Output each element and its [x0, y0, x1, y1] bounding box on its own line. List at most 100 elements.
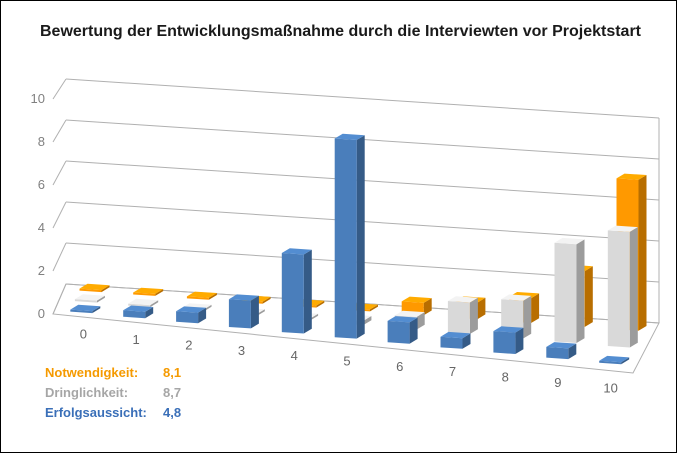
bar-notwendigkeit-1 — [133, 287, 164, 296]
bar-notwendigkeit-2 — [186, 291, 217, 300]
bar-erfolgsaussicht-9 — [546, 342, 577, 360]
bar-face — [262, 296, 271, 304]
x-tick-label: 0 — [80, 327, 87, 342]
bar-face — [198, 307, 207, 324]
bar-face — [493, 331, 516, 354]
bar-dringlichkeit-1 — [128, 298, 159, 308]
bar-face — [477, 297, 486, 320]
legend-value-notwendigkeit: 8,1 — [163, 365, 182, 380]
bar-erfolgsaussicht-2 — [176, 306, 207, 324]
bar-face — [133, 287, 164, 294]
bar-face — [363, 316, 372, 325]
y-tick-label: 0 — [38, 306, 45, 321]
bar-face — [401, 296, 432, 303]
bar-face — [155, 289, 164, 296]
x-tick-label: 6 — [396, 359, 403, 374]
bar-face — [176, 306, 207, 313]
bar-face — [447, 296, 478, 303]
bar-face — [186, 296, 209, 300]
bar-erfolgsaussicht-5 — [334, 133, 365, 339]
bar-face — [416, 312, 425, 330]
bar-face — [334, 138, 357, 339]
bar-face — [334, 133, 365, 140]
bar-face — [74, 294, 105, 301]
bar-face — [387, 316, 418, 323]
bar-face — [554, 242, 577, 343]
bar-face — [462, 333, 471, 349]
legend-erfolgsaussicht: Erfolgsaussicht: 4,8 — [45, 405, 181, 420]
bar-face — [145, 307, 154, 319]
bar-face — [370, 304, 378, 312]
bar-face — [546, 342, 577, 349]
bar-face — [409, 317, 418, 344]
bar-face — [123, 310, 146, 319]
bar-face — [629, 227, 638, 348]
y-tick-label: 6 — [38, 177, 45, 192]
x-tick-label: 3 — [238, 343, 245, 358]
bar-face — [310, 313, 319, 321]
bar-face — [616, 173, 647, 180]
y-tick-label: 8 — [38, 134, 45, 149]
bar-face — [70, 309, 93, 314]
x-tick-label: 4 — [291, 348, 298, 363]
bar-face — [228, 299, 251, 329]
bar-face — [638, 175, 647, 331]
bar-face — [281, 248, 312, 255]
bar-face — [501, 294, 532, 301]
bar-face — [599, 360, 622, 365]
bar-erfolgsaussicht-7 — [440, 331, 471, 349]
legend-dringlichkeit: Dringlichkeit: 8,7 — [45, 385, 181, 400]
bar-face — [176, 311, 199, 324]
y-tick-label: 10 — [31, 91, 45, 106]
x-tick-label: 10 — [603, 380, 617, 395]
bar-face — [74, 299, 97, 303]
gridline-side-8 — [52, 119, 67, 143]
bar-face — [303, 249, 312, 334]
bar-notwendigkeit-0 — [79, 283, 110, 293]
bar-face — [79, 283, 110, 291]
bar-face — [316, 300, 325, 308]
bar-erfolgsaussicht-0 — [70, 304, 101, 314]
bar-face — [133, 292, 156, 296]
legend-label-erfolgsaussicht: Erfolgsaussicht: — [45, 405, 147, 420]
bar-face — [250, 295, 259, 329]
bar-face — [96, 295, 105, 303]
bar-face — [92, 306, 101, 314]
bar-erfolgsaussicht-1 — [123, 305, 154, 319]
legend-label-notwendigkeit: Notwendigkeit: — [45, 365, 139, 380]
bar-face — [584, 266, 593, 327]
bar-face — [568, 343, 577, 360]
bar-face — [447, 301, 470, 334]
bar-face — [356, 135, 365, 339]
bar-face — [546, 346, 569, 360]
bar-face — [128, 298, 159, 306]
bar-face — [101, 285, 110, 293]
bar-face — [554, 237, 585, 245]
bar-face — [70, 304, 101, 312]
bar-erfolgsaussicht-10 — [599, 355, 630, 365]
bar-face — [515, 327, 524, 354]
legend-value-dringlichkeit: 8,7 — [163, 385, 182, 400]
chart-title: Bewertung der Entwicklungsmaßnahme durch… — [39, 23, 642, 40]
bar-face — [123, 305, 154, 312]
bar-erfolgsaussicht-3 — [228, 294, 259, 329]
gridline-10 — [65, 78, 660, 119]
x-tick-label: 9 — [554, 375, 561, 390]
gridline-side-10 — [52, 78, 67, 100]
gridline-side-4 — [52, 201, 67, 229]
bar-face — [186, 291, 217, 298]
gridline-side-2 — [52, 242, 67, 272]
bar-face — [576, 239, 585, 343]
bar-face — [493, 326, 524, 333]
x-tick-label: 1 — [132, 332, 139, 347]
y-tick-label: 2 — [38, 263, 45, 278]
bar-face — [523, 295, 532, 339]
bar-face — [281, 253, 304, 334]
bar-face — [531, 293, 540, 323]
bar-face — [150, 300, 159, 308]
bar-face — [208, 293, 217, 300]
bar-face — [607, 230, 630, 348]
bar-face — [440, 336, 463, 349]
